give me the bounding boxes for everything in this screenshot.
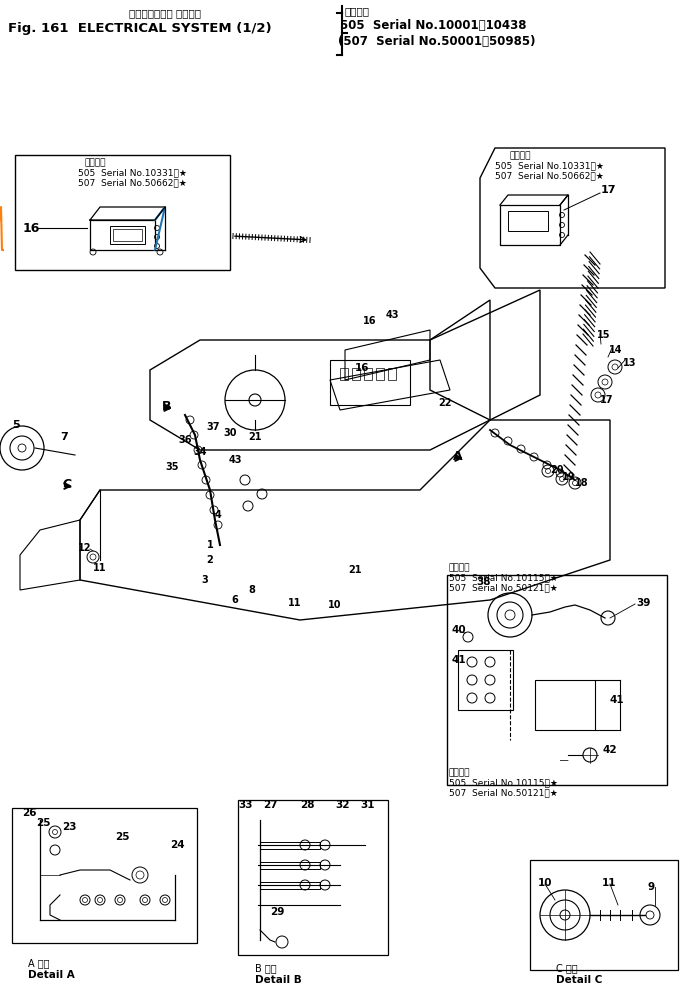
- Text: 42: 42: [603, 745, 618, 755]
- Text: 31: 31: [360, 800, 375, 810]
- Bar: [535, 680, 595, 730]
- Text: 4: 4: [215, 510, 221, 520]
- Text: 25: 25: [115, 832, 129, 842]
- Text: 22: 22: [438, 398, 452, 408]
- Text: 507  Serial No.50121～★: 507 Serial No.50121～★: [449, 788, 558, 797]
- Text: 19: 19: [562, 472, 576, 482]
- Text: 40: 40: [452, 625, 466, 635]
- Text: 507  Serial No.50662～★: 507 Serial No.50662～★: [78, 178, 187, 187]
- Bar: [508, 211, 548, 231]
- Text: 505  Serial No.10115～★: 505 Serial No.10115～★: [449, 573, 558, 582]
- Text: 32: 32: [335, 800, 350, 810]
- Text: 39: 39: [636, 598, 650, 608]
- Text: 37: 37: [206, 422, 220, 432]
- Text: Detail C: Detail C: [556, 975, 603, 985]
- Bar: [376, 368, 384, 380]
- Text: 35: 35: [165, 462, 179, 472]
- Text: 13: 13: [623, 358, 636, 368]
- Text: 16: 16: [363, 316, 377, 326]
- Bar: [340, 368, 348, 380]
- Text: 24: 24: [170, 840, 184, 850]
- Text: 21: 21: [348, 565, 362, 575]
- Text: 11: 11: [602, 878, 616, 888]
- Text: B 詳細: B 詳細: [255, 963, 276, 973]
- Bar: [260, 882, 320, 889]
- Text: 27: 27: [263, 800, 278, 810]
- Text: 507  Serial No.50662～★: 507 Serial No.50662～★: [495, 171, 604, 180]
- Bar: [458, 650, 513, 710]
- Text: 10: 10: [328, 600, 342, 610]
- Text: A: A: [453, 450, 463, 463]
- Text: A 詳細: A 詳細: [28, 958, 50, 968]
- Bar: [352, 368, 360, 380]
- Text: 適用号機: 適用号機: [449, 563, 471, 572]
- Text: 29: 29: [270, 907, 285, 917]
- Text: Detail A: Detail A: [28, 970, 75, 980]
- Text: 507  Serial No.50121～★: 507 Serial No.50121～★: [449, 583, 558, 592]
- Text: 2: 2: [207, 555, 214, 565]
- Bar: [330, 360, 410, 405]
- Text: 41: 41: [452, 655, 466, 665]
- Text: エレクトリカル システム: エレクトリカル システム: [129, 8, 201, 18]
- Bar: [388, 368, 396, 380]
- Text: 18: 18: [575, 478, 589, 488]
- Text: 41: 41: [610, 695, 625, 705]
- Bar: [238, 800, 388, 955]
- Text: 505  Serial No.10001～10438: 505 Serial No.10001～10438: [340, 19, 527, 32]
- Text: (507  Serial No.50001～50985): (507 Serial No.50001～50985): [338, 35, 536, 48]
- Text: 適用号機: 適用号機: [449, 768, 471, 777]
- Text: 21: 21: [248, 432, 262, 442]
- Text: 17: 17: [601, 185, 616, 195]
- Text: 505  Serial No.10331～★: 505 Serial No.10331～★: [78, 168, 187, 177]
- Text: 505  Serial No.10331～★: 505 Serial No.10331～★: [495, 161, 604, 170]
- Bar: [12, 808, 197, 943]
- Text: 10: 10: [538, 878, 553, 888]
- Text: 適用号機: 適用号機: [509, 151, 531, 160]
- Text: 43: 43: [386, 310, 399, 320]
- Text: 17: 17: [600, 395, 614, 405]
- Bar: [15, 155, 230, 270]
- Text: 適用号機: 適用号機: [345, 6, 370, 16]
- Text: 16: 16: [355, 363, 370, 373]
- Text: 8: 8: [249, 585, 256, 595]
- Text: ―: ―: [560, 756, 569, 765]
- Text: 1: 1: [207, 540, 214, 550]
- Text: B: B: [162, 400, 171, 413]
- Text: 505  Serial No.10115～★: 505 Serial No.10115～★: [449, 778, 558, 787]
- Text: 6: 6: [231, 595, 238, 605]
- Text: 12: 12: [78, 543, 91, 553]
- Bar: [113, 229, 142, 241]
- Text: 11: 11: [288, 598, 302, 608]
- Bar: [447, 575, 667, 785]
- Text: 15: 15: [597, 330, 611, 340]
- Text: Fig. 161  ELECTRICAL SYSTEM (1/2): Fig. 161 ELECTRICAL SYSTEM (1/2): [8, 22, 272, 35]
- Text: 36: 36: [178, 435, 191, 445]
- Bar: [530, 860, 678, 970]
- Text: 7: 7: [60, 432, 68, 442]
- Text: 43: 43: [228, 455, 242, 465]
- Text: 16: 16: [23, 222, 40, 235]
- Bar: [364, 368, 372, 380]
- Text: 26: 26: [22, 808, 37, 818]
- Bar: [110, 226, 145, 244]
- Text: 25: 25: [36, 818, 50, 828]
- Text: 33: 33: [238, 800, 252, 810]
- Text: 9: 9: [648, 882, 655, 892]
- Text: C 詳細: C 詳細: [556, 963, 578, 973]
- Text: 5: 5: [12, 420, 19, 430]
- Text: 3: 3: [202, 575, 209, 585]
- Text: 20: 20: [550, 465, 563, 475]
- Text: C: C: [62, 478, 71, 491]
- Text: 34: 34: [193, 447, 207, 457]
- Text: 30: 30: [223, 428, 237, 438]
- Text: 11: 11: [93, 563, 106, 573]
- Bar: [260, 862, 320, 869]
- Text: 23: 23: [62, 822, 77, 832]
- Text: 適用号機: 適用号機: [84, 158, 106, 167]
- Bar: [260, 842, 320, 849]
- Text: 28: 28: [300, 800, 314, 810]
- Text: 38: 38: [476, 577, 491, 587]
- Text: 14: 14: [609, 345, 623, 355]
- Text: Detail B: Detail B: [255, 975, 302, 985]
